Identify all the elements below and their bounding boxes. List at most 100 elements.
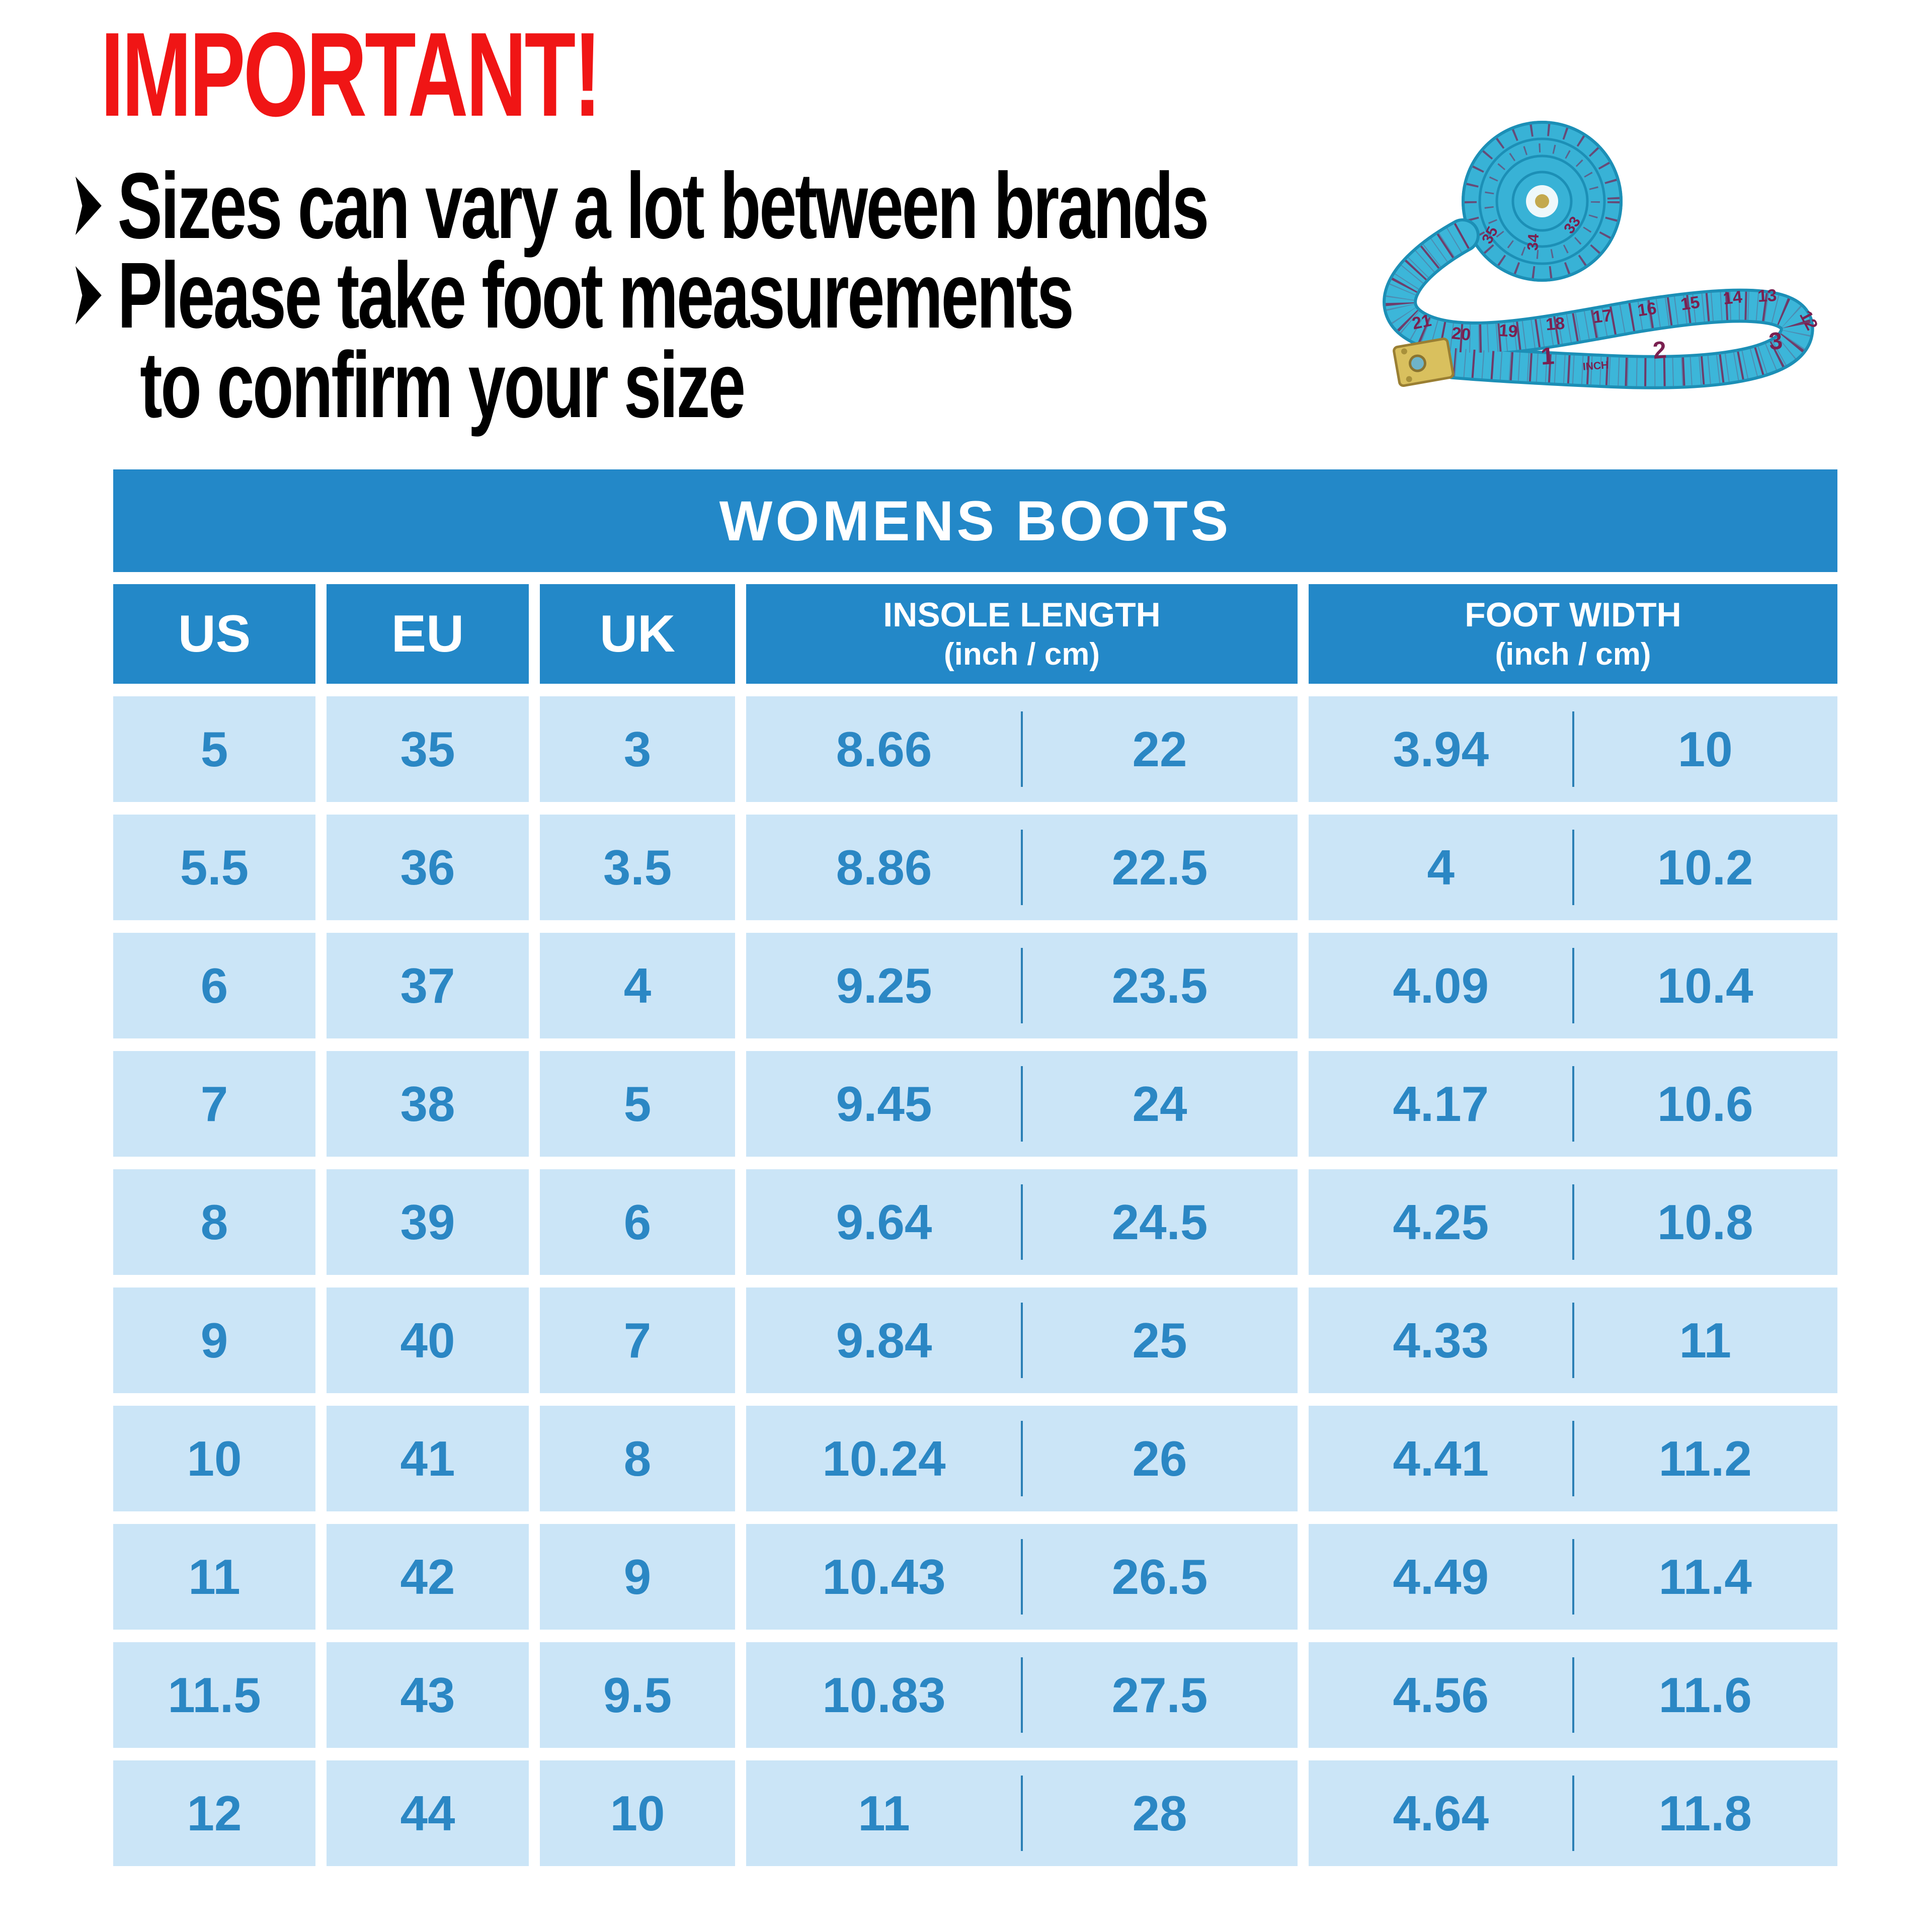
col-header-us-label: US: [178, 605, 251, 663]
cell-row8-uk-size: 9: [540, 1524, 735, 1630]
cell-row1-insole-length: 8.66 22: [746, 696, 1298, 802]
cell-divider: [1572, 1066, 1574, 1142]
foot-width-cm-value: 11: [1679, 1312, 1732, 1368]
cell-divider: [1572, 1657, 1574, 1733]
cell-divider: [1021, 1303, 1023, 1378]
insole-length-cm-value: 22: [1132, 721, 1187, 777]
cell-divider: [1021, 1657, 1023, 1733]
tape-inch-number: 2: [1652, 337, 1667, 364]
cell-row10-insole-length: 11 28: [746, 1760, 1298, 1866]
cell-row1-uk-size: 3: [540, 696, 735, 802]
cell-row8-eu-size: 42: [327, 1524, 529, 1630]
cell-divider: [1021, 1421, 1023, 1496]
insole-length-cm-value: 25: [1132, 1312, 1187, 1368]
notice-line-1: Sizes can vary a lot between brands: [75, 154, 1210, 258]
col-header-foot-width: FOOT WIDTH (inch / cm): [1309, 584, 1837, 684]
cell-divider: [1572, 948, 1574, 1023]
foot-width-inch-value: 4.09: [1393, 957, 1489, 1013]
foot-width-cm-value: 10: [1677, 721, 1733, 777]
tape-number: 20: [1451, 324, 1472, 345]
cell-row8-us-size: 11: [113, 1524, 315, 1630]
cell-row6-foot-width: 4.33 11: [1309, 1287, 1837, 1393]
cell-divider: [1021, 1066, 1023, 1142]
foot-width-cm-value: 11.4: [1658, 1549, 1752, 1604]
col-header-footwidth-label: FOOT WIDTH: [1465, 596, 1681, 634]
cell-divider: [1021, 1776, 1023, 1851]
tape-number: 18: [1545, 314, 1565, 335]
col-header-footwidth-units: (inch / cm): [1495, 637, 1651, 672]
foot-width-inch-value: 4.56: [1393, 1667, 1489, 1723]
foot-width-cm-value: 10.4: [1657, 957, 1753, 1013]
cell-row9-us-size: 11.5: [113, 1642, 315, 1748]
cell-row9-eu-size: 43: [327, 1642, 529, 1748]
notice-text-2: Please take foot measurements: [117, 243, 1074, 348]
notice-bullets: Sizes can vary a lot between brands Plea…: [75, 154, 1210, 437]
insole-length-inch-value: 8.86: [836, 839, 932, 895]
cell-row5-foot-width: 4.25 10.8: [1309, 1169, 1837, 1275]
foot-width-inch-value: 4.25: [1393, 1194, 1489, 1250]
cell-row6-eu-size: 40: [327, 1287, 529, 1393]
cell-divider: [1572, 1776, 1574, 1851]
tape-number: 14: [1722, 287, 1743, 308]
foot-width-cm-value: 10.8: [1657, 1194, 1753, 1250]
tape-band-graphic: [1383, 218, 1814, 389]
cell-row9-insole-length: 10.83 27.5: [746, 1642, 1298, 1748]
insole-length-cm-value: 28: [1132, 1785, 1187, 1841]
insole-length-cm-value: 22.5: [1111, 839, 1208, 895]
cell-row7-insole-length: 10.24 26: [746, 1406, 1298, 1511]
cell-row8-insole-length: 10.43 26.5: [746, 1524, 1298, 1630]
cell-row3-insole-length: 9.25 23.5: [746, 933, 1298, 1038]
notice-text-1: Sizes can vary a lot between brands: [117, 153, 1210, 258]
col-header-insole-length: INSOLE LENGTH (inch / cm): [746, 584, 1298, 684]
foot-width-cm-value: 11.2: [1658, 1430, 1752, 1486]
foot-width-inch-value: 4: [1427, 839, 1455, 895]
cell-row7-uk-size: 8: [540, 1406, 735, 1511]
cell-divider: [1021, 1539, 1023, 1615]
tape-number: 15: [1679, 293, 1701, 314]
insole-length-inch-value: 9.64: [836, 1194, 932, 1250]
cell-divider: [1021, 948, 1023, 1023]
foot-width-inch-value: 4.41: [1393, 1430, 1489, 1486]
col-header-insole-label: INSOLE LENGTH: [883, 596, 1161, 634]
tape-inch-number: 3: [1767, 328, 1784, 356]
cell-divider: [1021, 1184, 1023, 1260]
insole-length-inch-value: 10.43: [822, 1549, 946, 1604]
cell-row4-insole-length: 9.45 24: [746, 1051, 1298, 1157]
cell-row2-us-size: 5.5: [113, 815, 315, 920]
foot-width-inch-value: 4.64: [1393, 1785, 1489, 1841]
tape-inch-unit-label: INCH: [1582, 359, 1609, 373]
tape-number: 21: [1410, 311, 1433, 334]
cell-row4-eu-size: 38: [327, 1051, 529, 1157]
cell-row2-eu-size: 36: [327, 815, 529, 920]
tape-number: 13: [1757, 286, 1778, 306]
notice-line-3: to confirm your size: [75, 333, 1208, 437]
insole-length-inch-value: 9.84: [836, 1312, 932, 1368]
insole-length-inch-value: 8.66: [836, 721, 932, 777]
cell-divider: [1572, 1184, 1574, 1260]
cell-row4-foot-width: 4.17 10.6: [1309, 1051, 1837, 1157]
insole-length-inch-value: 10.24: [822, 1430, 946, 1486]
cell-divider: [1021, 830, 1023, 905]
cell-divider: [1572, 1303, 1574, 1378]
cell-row6-insole-length: 9.84 25: [746, 1287, 1298, 1393]
cell-row5-eu-size: 39: [327, 1169, 529, 1275]
col-header-uk-label: UK: [599, 605, 676, 663]
cell-row10-foot-width: 4.64 11.8: [1309, 1760, 1837, 1866]
col-header-uk: UK: [540, 584, 735, 684]
cell-row3-uk-size: 4: [540, 933, 735, 1038]
tape-coil-graphic: [1462, 121, 1623, 282]
cell-row1-foot-width: 3.94 10: [1309, 696, 1837, 802]
cell-row5-us-size: 8: [113, 1169, 315, 1275]
col-header-eu-label: EU: [391, 605, 464, 663]
cell-row7-foot-width: 4.41 11.2: [1309, 1406, 1837, 1511]
cell-divider: [1572, 830, 1574, 905]
col-header-eu: EU: [327, 584, 529, 684]
cell-row2-foot-width: 4 10.2: [1309, 815, 1837, 920]
cell-row6-us-size: 9: [113, 1287, 315, 1393]
foot-width-cm-value: 11.8: [1658, 1785, 1752, 1841]
cell-row1-eu-size: 35: [327, 696, 529, 802]
cell-row1-us-size: 5: [113, 696, 315, 802]
insole-length-cm-value: 24: [1132, 1076, 1187, 1132]
cell-row10-us-size: 12: [113, 1760, 315, 1866]
